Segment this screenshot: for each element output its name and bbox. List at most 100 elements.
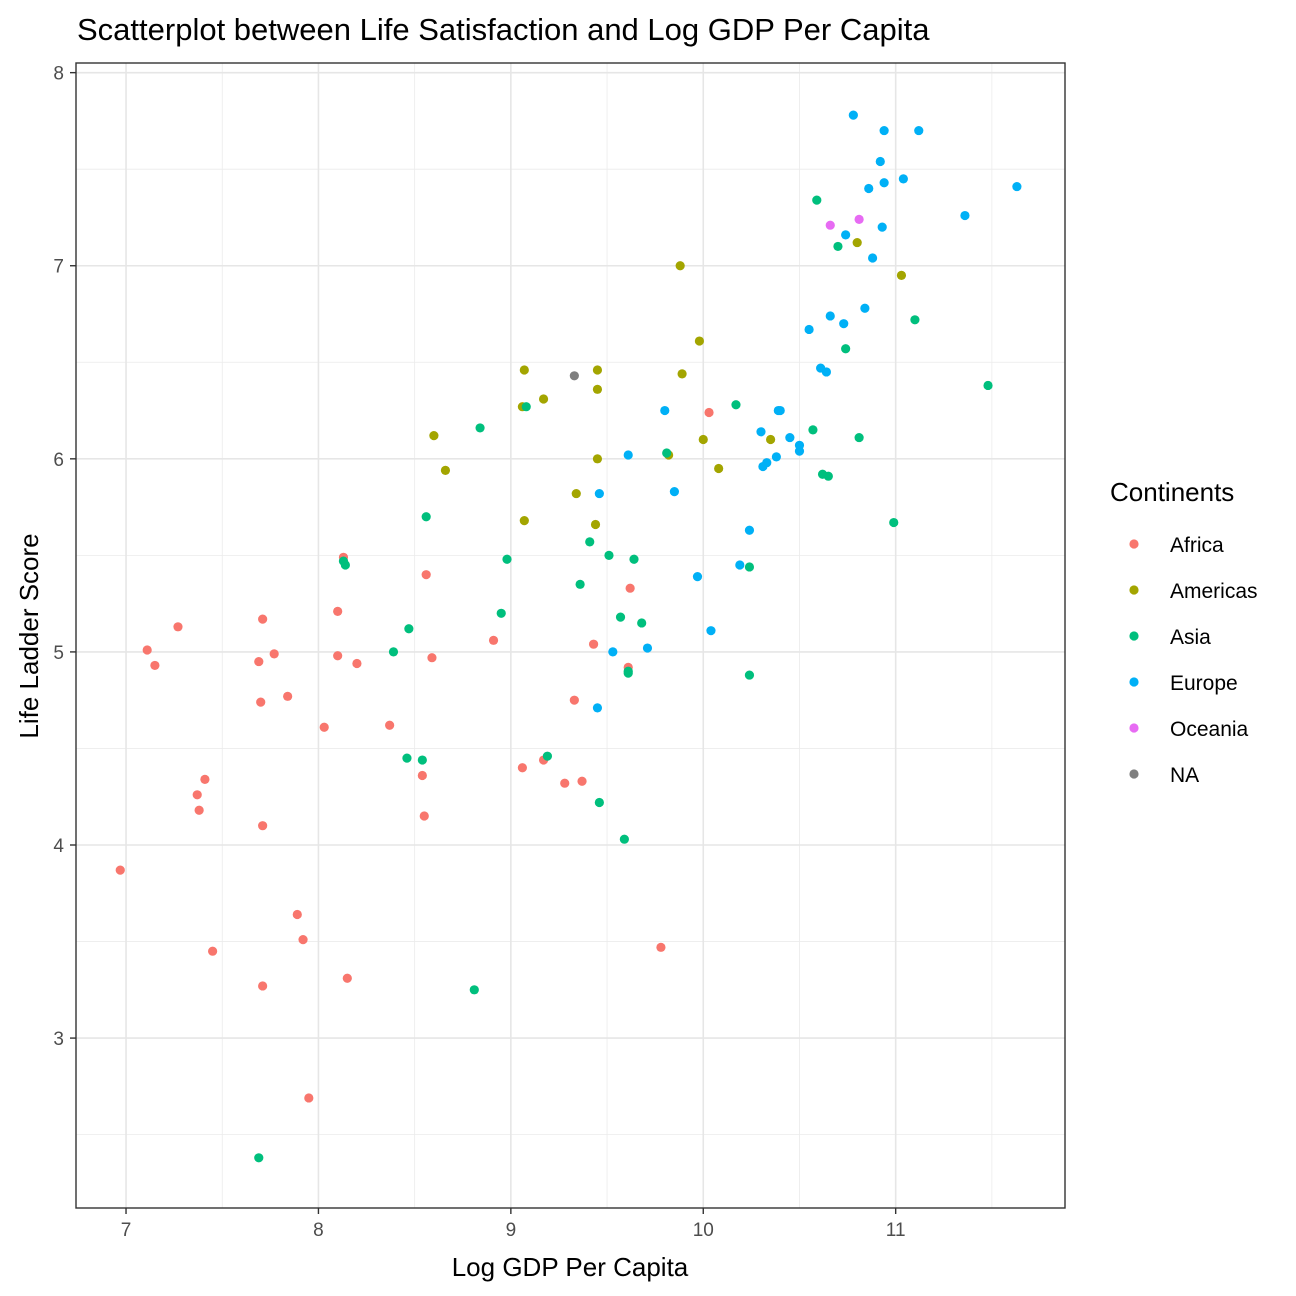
point-africa xyxy=(254,656,264,667)
y-tick-label: 8 xyxy=(53,64,64,85)
point-asia xyxy=(521,402,531,412)
point-asia xyxy=(469,985,479,995)
point-africa xyxy=(704,407,714,418)
point-africa xyxy=(656,942,666,952)
legend-label-asia: Asia xyxy=(1170,626,1211,649)
point-asia xyxy=(731,400,741,410)
point-europe xyxy=(875,156,885,167)
point-europe xyxy=(860,303,870,313)
point-europe xyxy=(706,626,716,636)
point-asia xyxy=(833,241,843,252)
legend-label-oceania: Oceania xyxy=(1170,718,1249,741)
point-europe xyxy=(898,174,908,184)
point-europe xyxy=(864,183,874,194)
point-asia xyxy=(823,471,833,481)
y-axis-title: Life Ladder Score xyxy=(14,533,44,738)
point-americas xyxy=(677,369,687,379)
legend-label-americas: Americas xyxy=(1170,580,1258,603)
point-africa xyxy=(208,946,218,956)
point-asia xyxy=(841,344,851,354)
point-europe xyxy=(785,432,795,443)
grid-lines xyxy=(76,63,1065,1208)
point-na xyxy=(569,371,579,381)
point-europe xyxy=(825,311,835,321)
point-africa xyxy=(256,697,266,707)
point-africa xyxy=(200,774,210,784)
point-europe xyxy=(879,178,889,188)
point-americas xyxy=(519,516,529,526)
point-americas xyxy=(519,365,529,375)
point-americas xyxy=(592,384,603,394)
point-africa xyxy=(385,720,395,730)
point-asia xyxy=(623,668,633,678)
point-africa xyxy=(569,695,579,705)
plot-panel-border xyxy=(75,62,1066,1209)
point-africa xyxy=(258,614,268,624)
point-asia xyxy=(983,380,993,391)
point-asia xyxy=(585,537,595,547)
point-europe xyxy=(771,452,781,462)
point-americas xyxy=(590,519,601,530)
point-europe xyxy=(669,487,680,497)
point-africa xyxy=(258,981,268,991)
y-tick-label: 5 xyxy=(53,643,64,664)
point-americas xyxy=(429,431,439,441)
legend: Continents Africa Americas Asia Europe Ocean… xyxy=(1110,477,1258,787)
point-asia xyxy=(604,550,614,560)
point-asia xyxy=(854,432,864,443)
point-europe xyxy=(1012,181,1022,192)
legend-key-africa xyxy=(1129,539,1139,549)
point-europe xyxy=(914,125,924,136)
point-asia xyxy=(542,751,553,761)
point-europe xyxy=(804,324,814,335)
point-asia xyxy=(812,195,822,205)
point-europe xyxy=(608,647,618,657)
point-asia xyxy=(402,753,412,763)
point-americas xyxy=(766,434,776,445)
legend-title: Continents xyxy=(1110,477,1234,507)
point-europe xyxy=(692,572,703,582)
point-americas xyxy=(698,434,708,445)
point-americas xyxy=(592,454,603,464)
point-africa xyxy=(517,763,527,773)
point-europe xyxy=(592,703,603,713)
point-africa xyxy=(417,770,427,781)
data-points xyxy=(115,110,1022,1163)
point-asia xyxy=(421,512,431,522)
point-asia xyxy=(629,554,639,564)
point-africa xyxy=(298,935,308,945)
point-europe xyxy=(879,125,889,136)
point-asia xyxy=(404,624,414,634)
point-europe xyxy=(841,230,851,240)
point-africa xyxy=(577,776,587,786)
point-asia xyxy=(388,647,399,657)
point-africa xyxy=(342,973,352,983)
x-axis: 7 8 9 10 11 xyxy=(121,1208,906,1241)
point-africa xyxy=(319,722,329,732)
point-americas xyxy=(440,465,451,476)
point-americas xyxy=(694,336,705,346)
point-asia xyxy=(496,608,506,618)
x-tick-label: 10 xyxy=(693,1220,714,1241)
y-tick-label: 3 xyxy=(53,1029,64,1050)
point-europe xyxy=(775,405,785,416)
point-africa xyxy=(333,651,343,661)
point-americas xyxy=(896,270,907,280)
point-asia xyxy=(475,423,485,433)
point-europe xyxy=(623,450,633,460)
x-tick-label: 11 xyxy=(886,1220,906,1241)
point-europe xyxy=(848,110,858,120)
legend-label-africa: Africa xyxy=(1170,534,1224,557)
point-asia xyxy=(254,1153,264,1163)
point-africa xyxy=(588,639,599,649)
point-africa xyxy=(488,635,499,645)
chart-title: Scatterplot between Life Satisfaction an… xyxy=(77,12,930,47)
point-asia xyxy=(615,612,626,622)
point-americas xyxy=(852,237,862,248)
point-africa xyxy=(333,606,343,616)
x-tick-label: 8 xyxy=(313,1220,324,1241)
point-asia xyxy=(744,562,755,572)
point-europe xyxy=(756,427,766,437)
point-africa xyxy=(269,649,279,659)
